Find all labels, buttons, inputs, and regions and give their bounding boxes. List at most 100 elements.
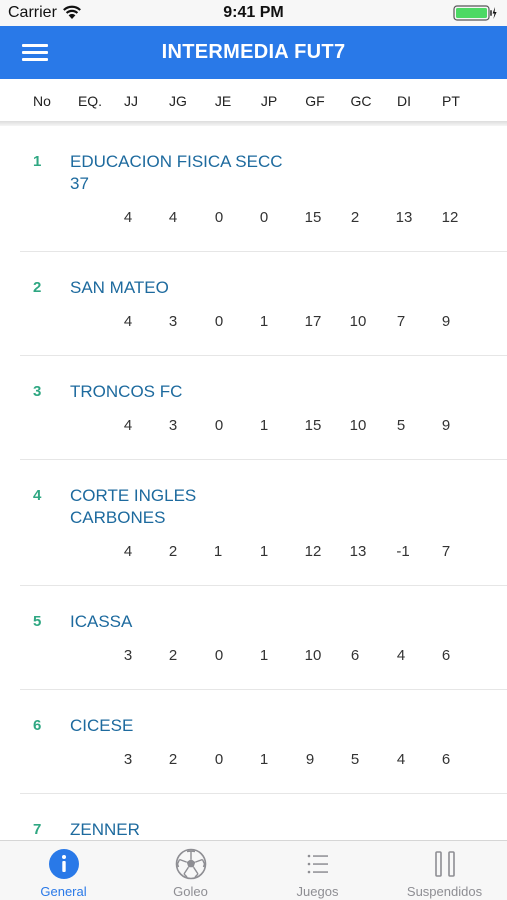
table-row[interactable]: 2 SAN MATEO 4 3 0 1 17 10 7 9: [20, 252, 507, 356]
stat-jg: 2: [168, 751, 178, 768]
tab-general[interactable]: General: [0, 841, 127, 900]
stat-di: 4: [396, 647, 406, 664]
column-di: DI: [397, 93, 411, 109]
table-row[interactable]: 4 CORTE INGLES CARBONES 4 2 1 1 12 13 -1…: [20, 460, 507, 586]
tab-label: Goleo: [173, 884, 208, 899]
rank-number: 1: [33, 153, 42, 170]
stat-je: 0: [214, 751, 224, 768]
tab-goleo[interactable]: Goleo: [127, 841, 254, 900]
table-row[interactable]: 3 TRONCOS FC 4 3 0 1 15 10 5 9: [20, 356, 507, 460]
stat-jp: 0: [259, 209, 269, 226]
stat-jg: 3: [168, 313, 178, 330]
column-je: JE: [214, 93, 232, 109]
stat-pt: 6: [441, 647, 451, 664]
team-name: CORTE INGLES CARBONES: [70, 486, 197, 527]
stat-pt: 9: [441, 417, 451, 434]
stat-je: 0: [214, 209, 224, 226]
stat-gc: 2: [350, 209, 360, 226]
table-row[interactable]: 1 EDUCACION FISICA SECC 37 4 4 0 0 15 2 …: [20, 126, 507, 252]
tab-bar: General Goleo Juegos Suspendidos: [0, 840, 507, 900]
stat-di: -1: [396, 543, 410, 560]
stat-di: 7: [396, 313, 406, 330]
stat-jg: 2: [168, 543, 178, 560]
stat-jj: 4: [123, 543, 133, 560]
stat-gf: 9: [305, 751, 315, 768]
column-team: EQ.: [77, 93, 103, 109]
column-jg: JG: [169, 93, 187, 109]
stat-gc: 13: [349, 543, 367, 560]
stat-jp: 1: [259, 313, 269, 330]
stat-di: 13: [395, 209, 413, 226]
column-no: No: [33, 93, 51, 109]
tab-juegos[interactable]: Juegos: [254, 841, 381, 900]
standings-list[interactable]: 1 EDUCACION FISICA SECC 37 4 4 0 0 15 2 …: [0, 126, 507, 840]
stat-gc: 5: [350, 751, 360, 768]
column-jj: JJ: [124, 93, 138, 109]
stat-di: 4: [396, 751, 406, 768]
list-icon: [307, 854, 328, 874]
standings-column-header: No EQ. JJ JG JE JP GF GC DI PT: [0, 79, 507, 122]
status-time: 9:41 PM: [223, 4, 284, 21]
table-row[interactable]: 7 ZENNER: [20, 794, 507, 840]
stat-gf: 12: [304, 543, 322, 560]
wifi-icon: [63, 5, 81, 19]
stat-pt: 7: [441, 543, 451, 560]
stat-jj: 4: [123, 417, 133, 434]
rank-number: 5: [33, 613, 42, 630]
team-name: ZENNER: [70, 820, 140, 839]
stat-gf: 15: [304, 209, 322, 226]
stat-pt: 9: [441, 313, 451, 330]
table-row[interactable]: 6 CICESE 3 2 0 1 9 5 4 6: [20, 690, 507, 794]
pause-icon: [435, 851, 455, 877]
stat-di: 5: [396, 417, 406, 434]
stat-jp: 1: [259, 647, 269, 664]
team-name: EDUCACION FISICA SECC 37: [70, 152, 283, 193]
status-bar: Carrier 9:41 PM: [0, 0, 507, 26]
stat-jj: 3: [123, 751, 133, 768]
team-name: SAN MATEO: [70, 278, 169, 297]
stat-je: 0: [214, 647, 224, 664]
stat-gc: 6: [350, 647, 360, 664]
table-row[interactable]: 5 ICASSA 3 2 0 1 10 6 4 6: [20, 586, 507, 690]
stat-je: 0: [214, 417, 224, 434]
stat-jg: 4: [168, 209, 178, 226]
stat-jp: 1: [259, 751, 269, 768]
stat-jp: 1: [259, 417, 269, 434]
app-bar: INTERMEDIA FUT7: [0, 26, 507, 79]
page-title: INTERMEDIA FUT7: [161, 41, 346, 63]
column-gf: GF: [305, 93, 325, 109]
info-icon: [49, 849, 79, 879]
battery-icon: [453, 5, 497, 21]
stat-jj: 4: [123, 209, 133, 226]
stat-gf: 10: [304, 647, 322, 664]
team-name: CICESE: [70, 716, 134, 735]
team-name: ICASSA: [70, 612, 133, 631]
stat-jj: 4: [123, 313, 133, 330]
column-gc: GC: [350, 93, 372, 109]
stat-jg: 2: [168, 647, 178, 664]
stat-je: 1: [213, 543, 223, 560]
stat-gc: 10: [349, 417, 367, 434]
header-shadow: [0, 121, 507, 126]
stat-je: 0: [214, 313, 224, 330]
column-pt: PT: [442, 93, 460, 109]
tab-label: General: [40, 884, 87, 899]
rank-number: 2: [33, 279, 42, 296]
column-jp: JP: [260, 93, 278, 109]
tab-suspendidos[interactable]: Suspendidos: [381, 841, 507, 900]
stat-pt: 6: [441, 751, 451, 768]
rank-number: 7: [33, 821, 42, 838]
tab-label: Juegos: [296, 884, 339, 899]
rank-number: 4: [33, 487, 42, 504]
stat-jj: 3: [123, 647, 133, 664]
hamburger-icon[interactable]: [20, 42, 50, 64]
stat-gf: 15: [304, 417, 322, 434]
stat-jp: 1: [259, 543, 269, 560]
tab-label: Suspendidos: [406, 884, 483, 899]
carrier-label: Carrier: [8, 4, 57, 21]
stat-gc: 10: [349, 313, 367, 330]
team-name: TRONCOS FC: [70, 382, 183, 401]
soccer-ball-icon: [175, 848, 207, 880]
rank-number: 6: [33, 717, 42, 734]
stat-pt: 12: [441, 209, 459, 226]
